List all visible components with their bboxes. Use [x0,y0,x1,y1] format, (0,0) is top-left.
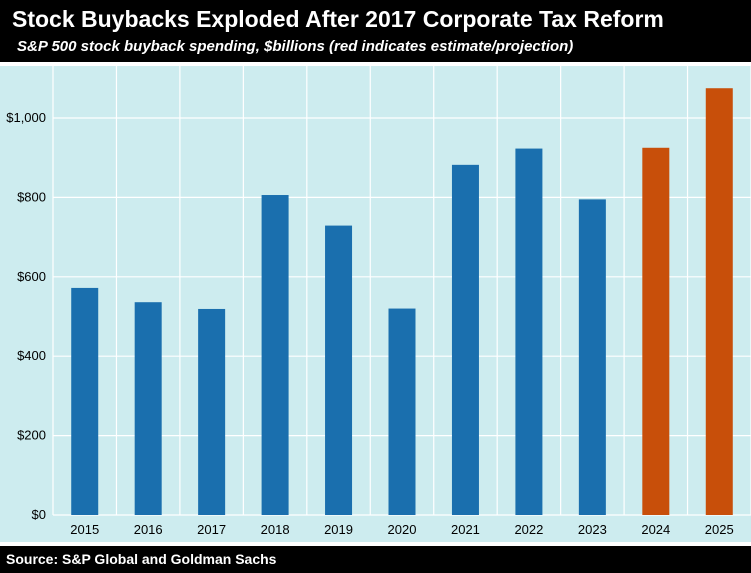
y-tick-label: $0 [32,507,46,522]
x-tick-label: 2024 [641,522,670,537]
chart-subtitle: S&P 500 stock buyback spending, $billion… [17,38,574,55]
x-tick-label: 2018 [261,522,290,537]
y-tick-label: $200 [17,428,46,443]
x-tick-label: 2019 [324,522,353,537]
x-tick-label: 2016 [134,522,163,537]
x-tick-label: 2025 [705,522,734,537]
chart-footer: Source: S&P Global and Goldman Sachs [0,546,751,573]
x-tick-label: 2022 [514,522,543,537]
chart-title: Stock Buybacks Exploded After 2017 Corpo… [12,6,664,32]
bar-chart: $0 $200 $400 $600 $800 $1,000 2015 2016 2017 2018… [6,66,751,537]
bar-2022 [515,148,543,515]
bar-2018 [261,195,289,515]
x-tick-label: 2015 [70,522,99,537]
chart-area: $0 $200 $400 $600 $800 $1,000 2015 2016 2017 2018… [0,66,751,542]
source-note: Source: S&P Global and Goldman Sachs [6,551,277,567]
x-tick-label: 2021 [451,522,480,537]
x-tick-label: 2020 [388,522,417,537]
bar-2020 [388,308,416,515]
bar-2023 [578,199,606,515]
y-tick-label: $400 [17,348,46,363]
bar-2015 [71,287,99,515]
bar-2021 [451,164,479,515]
bar-2024 [642,147,670,515]
bar-2019 [325,225,353,515]
x-tick-label: 2023 [578,522,607,537]
y-tick-label: $800 [17,189,46,204]
x-tick-label: 2017 [197,522,226,537]
bar-2017 [198,308,226,515]
bar-2025 [705,88,733,515]
y-tick-label: $1,000 [6,110,46,125]
chart-header: Stock Buybacks Exploded After 2017 Corpo… [0,0,751,62]
bar-2016 [134,302,162,515]
y-tick-label: $600 [17,269,46,284]
